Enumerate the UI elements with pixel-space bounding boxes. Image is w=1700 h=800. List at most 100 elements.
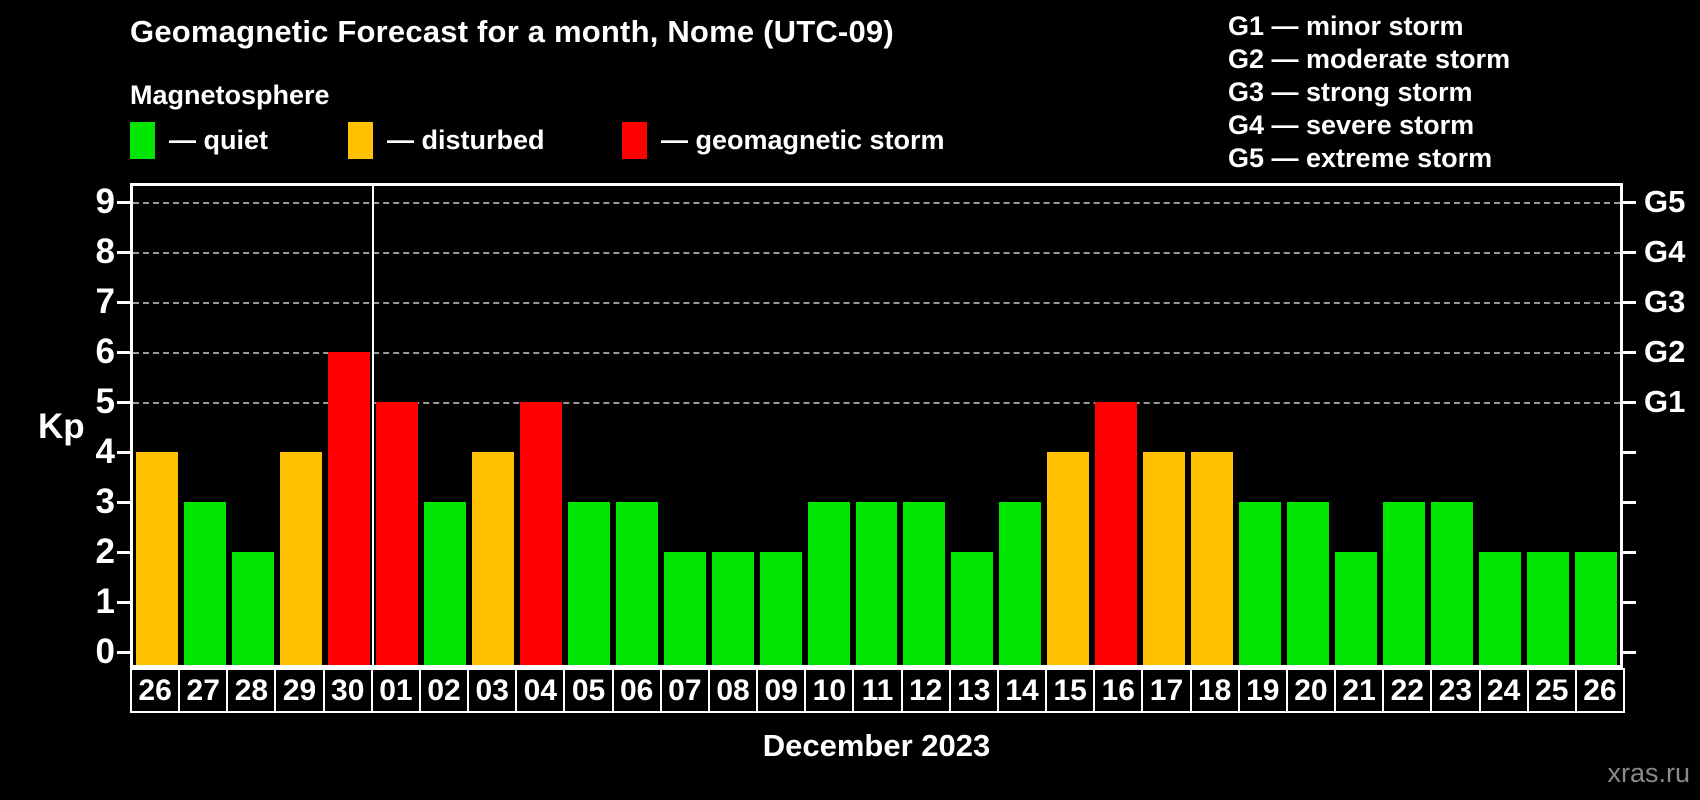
kp-bar-day-20 <box>1287 502 1330 665</box>
kp-bar-day-06 <box>615 502 658 665</box>
chart-title: Geomagnetic Forecast for a month, Nome (… <box>130 14 894 49</box>
kp-bar-day-25 <box>1527 552 1570 665</box>
right-tick-9 <box>1623 201 1636 204</box>
gridline-kp5 <box>133 402 1620 404</box>
gridline-kp8 <box>133 252 1620 254</box>
y-tick-8 <box>117 251 130 254</box>
g3-legend-line: G3 — strong storm <box>1228 77 1473 107</box>
kp-bar-day-10 <box>807 502 850 665</box>
right-tick-1 <box>1623 601 1636 604</box>
g4-legend-line: G4 — severe storm <box>1228 110 1475 140</box>
kp-bar-day-09 <box>759 552 802 665</box>
day-label-03-7: 03 <box>467 668 518 713</box>
day-label-12-16: 12 <box>900 668 951 713</box>
y-tick-label-5: 5 <box>95 382 115 421</box>
y-tick-label-1: 1 <box>95 582 115 621</box>
day-label-07-11: 07 <box>659 668 710 713</box>
kp-bar-day-24 <box>1479 552 1522 665</box>
watermark: xras.ru <box>1607 758 1690 788</box>
month-separator-line <box>371 186 374 665</box>
y-tick-label-2: 2 <box>95 532 115 571</box>
kp-bar-day-30 <box>327 352 370 665</box>
kp-bar-day-05 <box>567 502 610 665</box>
kp-bar-day-13 <box>951 552 994 665</box>
day-label-10-14: 10 <box>804 668 855 713</box>
legend-item-disturbed: — disturbed <box>348 122 545 159</box>
day-label-15-19: 15 <box>1045 668 1096 713</box>
day-label-28-2: 28 <box>226 668 277 713</box>
y-tick-3 <box>117 501 130 504</box>
day-label-09-13: 09 <box>756 668 807 713</box>
kp-bar-day-22 <box>1383 502 1426 665</box>
day-label-02-6: 02 <box>418 668 470 713</box>
day-label-14-18: 14 <box>996 668 1048 713</box>
day-label-19-23: 19 <box>1237 668 1288 713</box>
g-scale-label-g3: G3 <box>1644 284 1686 319</box>
y-tick-5 <box>117 401 130 404</box>
kp-bar-day-15 <box>1047 452 1090 665</box>
kp-bar-day-28 <box>231 552 274 665</box>
kp-bar-day-03 <box>471 452 514 665</box>
day-label-26-0: 26 <box>130 668 181 713</box>
storm-scale-legend: G1 — minor storm G2 — moderate storm G3 … <box>1228 10 1510 175</box>
day-label-29-3: 29 <box>274 668 325 713</box>
kp-bar-day-04 <box>519 402 562 665</box>
y-tick-label-0: 0 <box>95 632 115 671</box>
kp-bar-day-29 <box>279 452 322 665</box>
right-tick-3 <box>1623 501 1636 504</box>
day-label-21-25: 21 <box>1334 668 1385 713</box>
x-axis-title: December 2023 <box>762 728 991 763</box>
y-tick-label-9: 9 <box>95 182 115 221</box>
g-scale-label-g1: G1 <box>1644 384 1686 419</box>
day-label-16-20: 16 <box>1093 668 1144 713</box>
kp-bar-day-21 <box>1335 552 1378 665</box>
day-label-18-22: 18 <box>1189 668 1240 713</box>
g2-legend-line: G2 — moderate storm <box>1228 44 1511 74</box>
day-label-27-1: 27 <box>178 668 229 713</box>
y-tick-2 <box>117 551 130 554</box>
kp-bar-day-26 <box>1575 552 1617 665</box>
right-tick-5 <box>1623 401 1636 404</box>
day-label-17-21: 17 <box>1141 668 1192 713</box>
chart-subtitle: Magnetosphere <box>130 80 330 110</box>
kp-bar-day-18 <box>1191 452 1234 665</box>
right-tick-7 <box>1623 301 1636 304</box>
y-tick-label-3: 3 <box>95 482 115 521</box>
right-tick-6 <box>1623 351 1636 354</box>
kp-bar-day-19 <box>1239 502 1282 665</box>
day-label-26-30: 26 <box>1574 668 1625 713</box>
day-label-08-12: 08 <box>707 668 759 713</box>
day-label-11-15: 11 <box>852 668 903 713</box>
right-tick-4 <box>1623 451 1636 454</box>
kp-bar-day-11 <box>855 502 898 665</box>
g5-legend-line: G5 — extreme storm <box>1228 143 1493 173</box>
y-tick-label-4: 4 <box>95 432 115 471</box>
day-label-25-29: 25 <box>1526 668 1577 713</box>
day-label-20-24: 20 <box>1285 668 1337 713</box>
gridline-kp7 <box>133 302 1620 304</box>
y-tick-6 <box>117 351 130 354</box>
y-tick-label-7: 7 <box>95 282 115 321</box>
legend-item-quiet: — quiet <box>130 122 268 159</box>
day-label-06-10: 06 <box>611 668 662 713</box>
y-axis-title: Kp <box>38 407 85 446</box>
kp-bar-day-14 <box>999 502 1042 665</box>
legend-label-disturbed: — disturbed <box>387 125 545 155</box>
kp-bar-day-01 <box>375 402 418 665</box>
g-scale-label-g2: G2 <box>1644 334 1686 369</box>
y-tick-0 <box>117 651 130 654</box>
kp-bar-day-23 <box>1431 502 1474 665</box>
gridline-kp6 <box>133 352 1620 354</box>
plot-area <box>130 183 1623 668</box>
kp-bar-day-07 <box>663 552 706 665</box>
disturbed-color-swatch <box>348 122 373 159</box>
storm-color-swatch <box>622 122 647 159</box>
y-tick-7 <box>117 301 130 304</box>
g-scale-label-g5: G5 <box>1644 184 1686 219</box>
g1-legend-line: G1 — minor storm <box>1228 11 1464 41</box>
y-tick-1 <box>117 601 130 604</box>
kp-bar-day-16 <box>1095 402 1138 665</box>
legend-item-storm: — geomagnetic storm <box>622 122 945 159</box>
legend-label-quiet: — quiet <box>169 125 268 155</box>
g-scale-label-g4: G4 <box>1644 234 1686 269</box>
